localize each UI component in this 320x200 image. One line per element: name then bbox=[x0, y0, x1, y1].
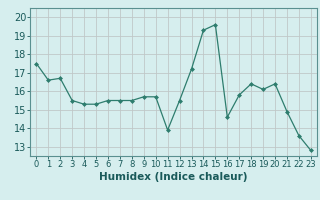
X-axis label: Humidex (Indice chaleur): Humidex (Indice chaleur) bbox=[99, 172, 248, 182]
